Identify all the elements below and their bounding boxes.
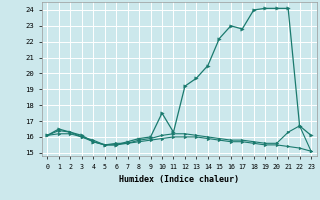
X-axis label: Humidex (Indice chaleur): Humidex (Indice chaleur) [119, 175, 239, 184]
